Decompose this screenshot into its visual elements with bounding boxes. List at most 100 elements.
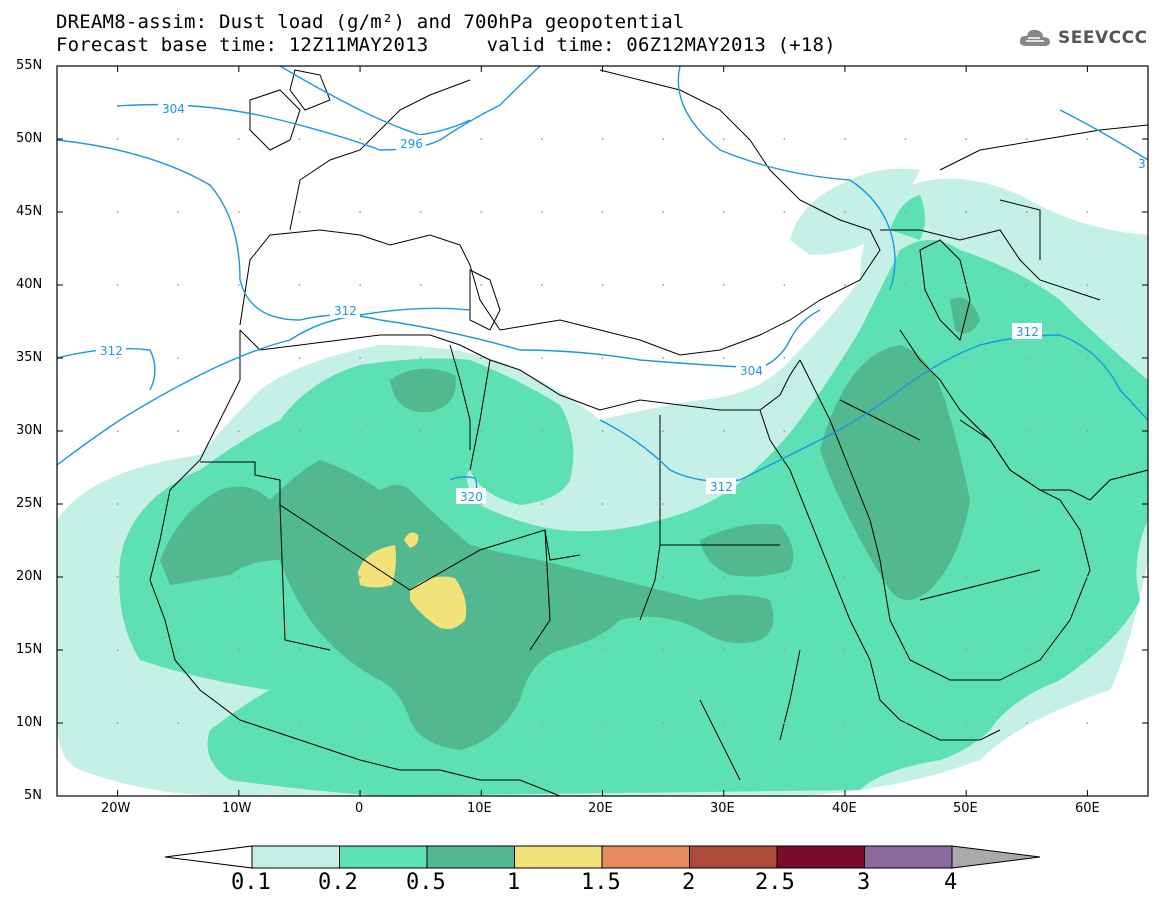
grid-dot <box>965 211 968 213</box>
grid-dot <box>601 576 604 578</box>
grid-dot <box>237 430 240 432</box>
lat-label: 30N <box>16 423 43 438</box>
grid-dot <box>722 503 725 505</box>
grid-dot <box>904 138 907 140</box>
grid-dot <box>904 722 907 724</box>
lon-label: 0 <box>355 801 364 816</box>
grid-dot <box>237 503 240 505</box>
grid-dot <box>662 138 665 140</box>
grid-dot <box>419 284 422 286</box>
colorbar-label: 1 <box>507 870 521 895</box>
grid-dot <box>116 503 119 505</box>
grid-dot <box>419 576 422 578</box>
grid-dot <box>177 649 180 651</box>
svg-text:312: 312 <box>334 304 357 318</box>
colorbar-swatch <box>339 845 428 869</box>
cloud-icon <box>1019 29 1050 46</box>
grid-dot <box>237 722 240 724</box>
grid-dot <box>359 649 361 651</box>
grid-dot <box>1086 503 1089 505</box>
grid-dot <box>783 138 786 140</box>
lat-label: 35N <box>16 350 43 365</box>
grid-dot <box>480 576 483 578</box>
grid-dot <box>480 211 483 213</box>
grid-dot <box>177 503 180 505</box>
grid-dot <box>1086 138 1089 140</box>
grid-dot <box>662 211 665 213</box>
colorbar-over-arrow <box>951 845 1041 869</box>
grid-dot <box>783 430 786 432</box>
grid-dot <box>601 503 604 505</box>
dust-level-1 <box>358 532 467 629</box>
grid-dot <box>480 649 483 651</box>
grid-dot <box>662 722 665 724</box>
grid-dot <box>1025 722 1028 724</box>
grid-dot <box>662 357 665 359</box>
grid-dot <box>540 357 543 359</box>
grid-dot <box>783 722 786 724</box>
grid-dot <box>480 722 483 724</box>
contour-labels: 304 296 312 312 304 320 312 312 3 <box>96 100 1146 504</box>
grid-dot <box>177 722 180 724</box>
grid-dot <box>177 357 180 359</box>
grid-dot <box>237 357 240 359</box>
grid-dot <box>177 576 180 578</box>
grid-dot <box>298 211 301 213</box>
grid-dot <box>1086 284 1089 286</box>
grid-dot <box>298 284 301 286</box>
grid-dot <box>116 722 119 724</box>
grid-dot <box>540 284 543 286</box>
grid-dot <box>601 722 604 724</box>
grid-dot <box>783 284 786 286</box>
colorbar-label: 3 <box>857 870 871 895</box>
grid-dot <box>359 722 361 724</box>
grid-dot <box>783 503 786 505</box>
grid-dot <box>419 503 422 505</box>
grid-dot <box>419 357 422 359</box>
grid-dot <box>298 138 301 140</box>
grid-dot <box>298 649 301 651</box>
grid-dot <box>237 138 240 140</box>
colorbar-label: 1.5 <box>581 870 621 895</box>
grid-dot <box>116 138 119 140</box>
grid-dots <box>116 138 1089 724</box>
grid-dot <box>783 357 786 359</box>
lon-label: 40E <box>832 801 857 816</box>
grid-dot <box>1025 138 1028 140</box>
lat-label: 50N <box>16 131 43 146</box>
lat-label: 40N <box>16 277 43 292</box>
grid-dot <box>298 357 301 359</box>
colorbar-swatch <box>689 845 778 869</box>
grid-dot <box>116 430 119 432</box>
grid-dot <box>965 503 968 505</box>
lon-label: 60E <box>1075 801 1100 816</box>
colorbar-swatch <box>776 845 865 869</box>
grid-dot <box>298 722 301 724</box>
grid-dot <box>359 357 361 359</box>
lat-label: 5N <box>24 788 42 803</box>
colorbar-under-arrow <box>164 845 253 869</box>
lon-label: 20E <box>588 801 613 816</box>
colorbar-swatch <box>864 845 953 869</box>
grid-dot <box>662 430 665 432</box>
grid-dot <box>359 138 361 140</box>
colorbar-swatch <box>426 845 515 869</box>
grid-dot <box>662 576 665 578</box>
svg-text:320: 320 <box>460 490 483 504</box>
grid-dot <box>480 503 483 505</box>
svg-text:312: 312 <box>710 480 733 494</box>
grid-dot <box>965 284 968 286</box>
lat-label: 10N <box>16 715 43 730</box>
colorbar-label: 2 <box>682 870 696 895</box>
colorbar-swatch <box>251 845 340 869</box>
grid-dot <box>116 576 119 578</box>
grid-dot <box>722 576 725 578</box>
grid-dot <box>965 430 968 432</box>
grid-dot <box>116 284 119 286</box>
lat-label: 45N <box>16 204 43 219</box>
grid-dot <box>480 430 483 432</box>
grid-dot <box>601 357 604 359</box>
grid-dot <box>237 211 240 213</box>
colorbar-label: 0.1 <box>231 870 271 895</box>
